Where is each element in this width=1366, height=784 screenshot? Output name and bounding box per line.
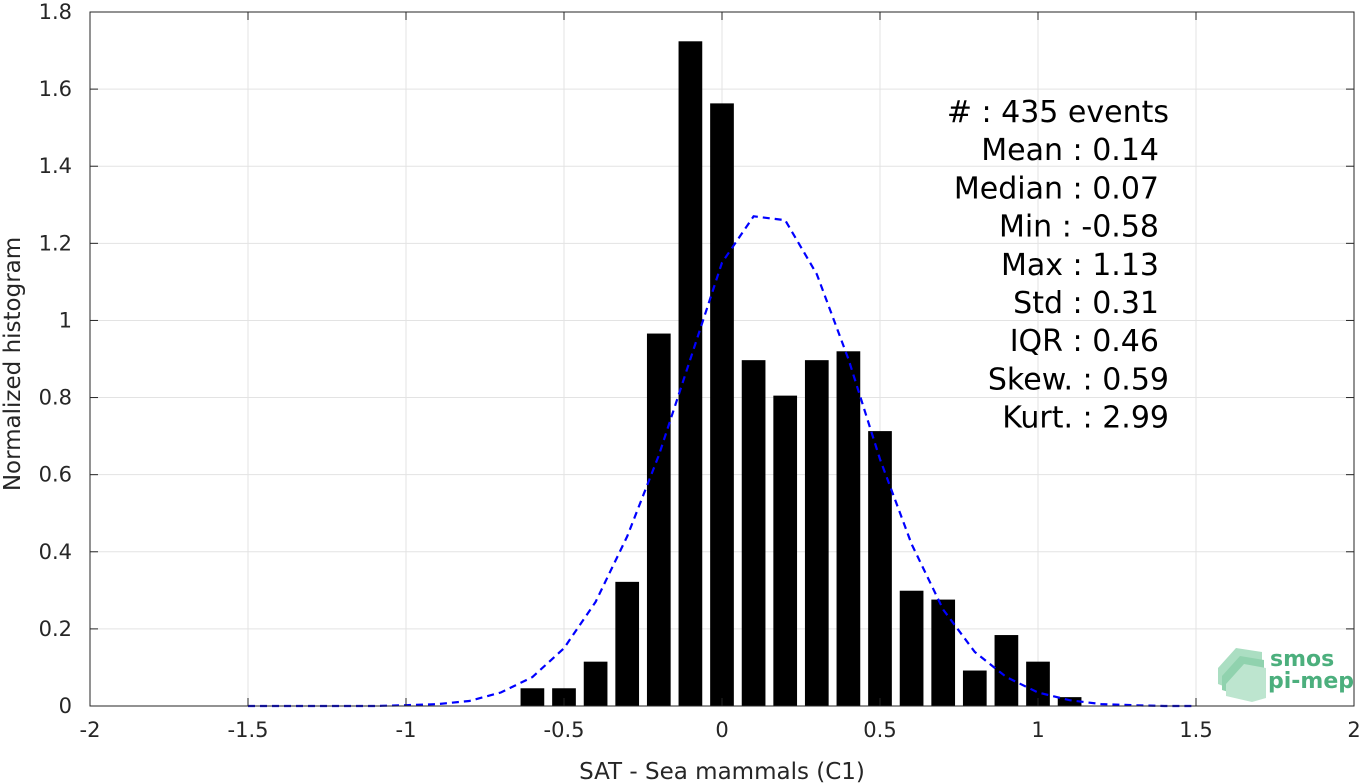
histogram-bar	[646, 333, 671, 706]
stat-line: Mean : 0.14	[981, 133, 1159, 168]
x-tick-label: 1.5	[1179, 718, 1212, 742]
logo-layers-icon	[1218, 648, 1266, 702]
x-axis-ticks: -2 -1.5 -1 -0.5 0 0.5 1 1.5 2	[80, 12, 1361, 742]
histogram-bar	[520, 688, 545, 706]
histogram-bar	[741, 360, 766, 706]
histogram-bar	[615, 581, 640, 706]
x-tick-label: -1	[396, 718, 417, 742]
histogram-bar	[868, 431, 892, 706]
histogram-bar	[931, 599, 956, 706]
x-axis-label: SAT - Sea mammals (C1)	[579, 759, 865, 784]
histogram-bar	[1057, 697, 1082, 706]
logo-text-pi-mep: pi-mep	[1268, 669, 1354, 694]
x-tick-label: 0.5	[863, 718, 896, 742]
y-tick-label: 1.4	[39, 154, 72, 178]
y-tick-label: 0.8	[39, 386, 72, 410]
y-tick-label: 1	[59, 308, 72, 332]
histogram-bar	[836, 351, 861, 706]
x-tick-label: 2	[1347, 718, 1360, 742]
histogram-bar	[804, 360, 829, 706]
histogram-bar	[773, 395, 798, 706]
histogram-bar	[994, 635, 1019, 706]
y-tick-label: 1.2	[39, 231, 72, 255]
smos-pi-mep-logo: smos pi-mep	[1218, 647, 1354, 702]
stat-line: Min : -0.58	[999, 210, 1159, 245]
y-axis-label: Normalized histogram	[0, 237, 26, 491]
stat-line: Std : 0.31	[1013, 286, 1159, 321]
bars	[520, 41, 1082, 707]
logo-text-smos: smos	[1270, 647, 1334, 672]
y-axis-ticks: 0 0.2 0.4 0.6 0.8 1 1.2 1.4 1.6 1.8	[39, 0, 1354, 718]
x-tick-label: -1.5	[228, 718, 269, 742]
stat-line: IQR : 0.46	[1010, 324, 1159, 359]
histogram-bar	[552, 688, 576, 706]
histogram-bar	[962, 670, 987, 706]
stat-line: Median : 0.07	[954, 171, 1159, 206]
stat-line: Skew. : 0.59	[988, 362, 1169, 397]
y-tick-label: 0.2	[39, 617, 72, 641]
stat-line: Max : 1.13	[1001, 248, 1159, 283]
histogram-bar	[583, 661, 608, 706]
stat-line: Kurt. : 2.99	[1002, 401, 1169, 436]
histogram-bar	[899, 590, 924, 706]
x-tick-label: 1	[1031, 718, 1044, 742]
x-tick-label: -0.5	[544, 718, 585, 742]
x-tick-label: 0	[715, 718, 728, 742]
histogram-bar	[678, 41, 703, 706]
y-tick-label: 1.6	[39, 77, 72, 101]
y-tick-label: 0.6	[39, 463, 72, 487]
x-tick-label: -2	[80, 718, 101, 742]
y-tick-label: 0	[59, 694, 72, 718]
stat-line: # : 435 events	[947, 95, 1169, 130]
histogram-bar	[710, 103, 734, 707]
y-tick-label: 0.4	[39, 540, 72, 564]
y-tick-label: 1.8	[39, 0, 72, 24]
